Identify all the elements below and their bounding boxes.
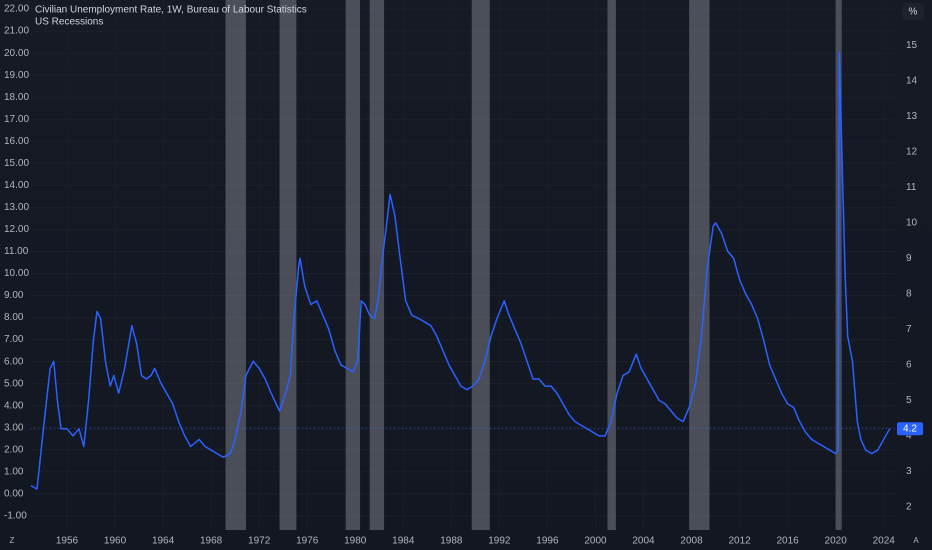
last-value-label: 4.2 — [903, 423, 917, 434]
percent-button-label[interactable]: % — [909, 7, 918, 18]
y-tick-label: 10.00 — [4, 268, 29, 279]
recession-band — [471, 0, 490, 530]
recession-band — [225, 0, 246, 530]
last-value-tag — [897, 422, 923, 436]
y2-tick-label: 13 — [906, 111, 918, 122]
x-tick-label: 2000 — [584, 536, 607, 547]
y2-tick-label: 6 — [906, 359, 912, 370]
y-tick-label: 12.00 — [4, 224, 29, 235]
x-tick-label: 1968 — [200, 536, 223, 547]
x-tick-label: 1960 — [104, 536, 127, 547]
y-tick-label: 9.00 — [4, 290, 24, 301]
x-tick-label: 1992 — [488, 536, 511, 547]
y-tick-label: 20.00 — [4, 48, 29, 59]
y-tick-label: 3.00 — [4, 422, 24, 433]
y-tick-label: 18.00 — [4, 92, 29, 103]
plot — [30, 51, 895, 490]
y2-tick-label: 4 — [906, 431, 912, 442]
series-line — [30, 51, 891, 490]
recession-band — [279, 0, 297, 530]
recession-band — [345, 0, 361, 530]
y-tick-label: 7.00 — [4, 334, 24, 345]
axes: -1.00 0.00 1.00 2.00 3.00 4.00 5.00 6.00 7.00 8.0… — [4, 4, 923, 547]
y2-tick-label: 12 — [906, 146, 918, 157]
y-tick-label: 19.00 — [4, 70, 29, 81]
y-tick-label: 5.00 — [4, 378, 24, 389]
y-tick-label: 13.00 — [4, 202, 29, 213]
y-tick-label: 11.00 — [4, 246, 29, 257]
x-tick-label: 2024 — [873, 536, 896, 547]
chart-title: Civilian Unemployment Rate, 1W, Bureau o… — [35, 5, 307, 16]
x-tick-label: 1988 — [440, 536, 463, 547]
percent-button[interactable] — [902, 3, 924, 20]
y-tick-label: 0.00 — [4, 488, 24, 499]
y2-tick-label: 11 — [906, 182, 917, 193]
y-tick-label: 21.00 — [4, 26, 29, 37]
x-tick-label: 1980 — [344, 536, 367, 547]
y2-tick-label: 10 — [906, 217, 918, 228]
y-tick-label: 4.00 — [4, 400, 24, 411]
y-tick-label: 2.00 — [4, 444, 24, 455]
y-tick-label: 8.00 — [4, 312, 24, 323]
y-tick-label: -1.00 — [4, 511, 27, 522]
auto-scale-button[interactable]: A — [913, 536, 919, 545]
y2-tick-label: 2 — [906, 502, 912, 513]
y2-tick-label: 8 — [906, 288, 912, 299]
recession-band — [369, 0, 385, 530]
x-tick-label: 1972 — [248, 536, 271, 547]
x-tick-label: 1956 — [56, 536, 79, 547]
y-tick-label: 6.00 — [4, 356, 24, 367]
legend-entry: US Recessions — [35, 17, 103, 28]
y2-tick-label: 5 — [906, 395, 912, 406]
y-tick-label: 14.00 — [4, 180, 29, 191]
x-tick-label: 1984 — [392, 536, 415, 547]
x-tick-label: 2012 — [728, 536, 751, 547]
x-tick-label: 1976 — [296, 536, 319, 547]
y-tick-label: 22.00 — [4, 4, 29, 15]
x-tick-label: 2020 — [825, 536, 848, 547]
y2-tick-label: 3 — [906, 466, 912, 477]
x-tick-label: 1996 — [536, 536, 559, 547]
y-tick-label: 15.00 — [4, 158, 29, 169]
y2-tick-label: 14 — [906, 75, 918, 86]
recession-band — [689, 0, 710, 530]
y2-tick-label: 7 — [906, 324, 912, 335]
zoom-button[interactable]: Z — [10, 536, 15, 545]
x-tick-label: 2004 — [632, 536, 655, 547]
y-tick-label: 1.00 — [4, 466, 24, 477]
y2-tick-label: 9 — [906, 253, 912, 264]
recession-band — [607, 0, 616, 530]
x-tick-label: 2016 — [777, 536, 800, 547]
x-tick-label: 1964 — [152, 536, 175, 547]
x-tick-label: 2008 — [680, 536, 703, 547]
y-tick-label: 16.00 — [4, 136, 29, 147]
y-tick-label: 17.00 — [4, 114, 29, 125]
y2-tick-label: 15 — [906, 40, 918, 51]
